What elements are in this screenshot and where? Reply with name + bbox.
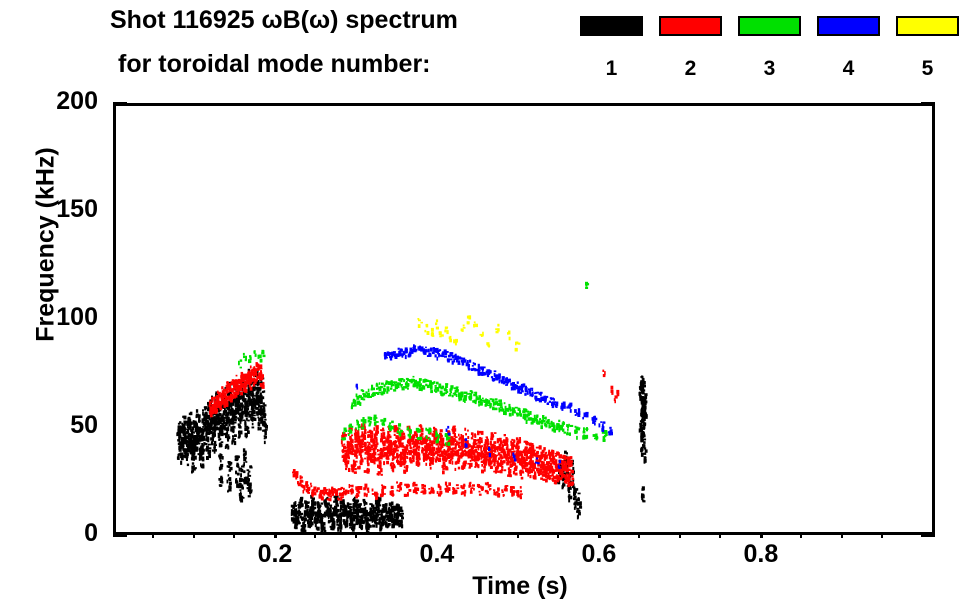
legend-swatch-toroidal-mode-4 [817,16,880,36]
y-tick-label: 0 [84,519,98,547]
y-tick-label: 100 [56,303,98,331]
y-axis-title: Frequency (kHz) [31,147,60,342]
y-tick-label: 200 [56,87,98,115]
legend-label-toroidal-mode-5: 5 [921,57,934,80]
x-tick-label: 0.8 [743,540,779,568]
y-tick-major-right [921,534,935,537]
x-axis-title: Time (s) [472,572,568,600]
series-mode-3 [238,281,608,446]
series-mode-5 [417,315,521,352]
series-mode-2 [208,362,620,502]
legend-label-toroidal-mode-1: 1 [605,57,618,80]
legend-label-toroidal-mode-4: 4 [842,57,855,80]
x-tick-label: 0.6 [581,540,617,568]
chart-title-line-1: Shot 116925 ωB(ω) spectrum [110,6,458,34]
legend-swatch-toroidal-mode-2 [659,16,722,36]
legend-swatch-toroidal-mode-3 [738,16,801,36]
y-tick-major [113,534,127,537]
x-tick-label: 0.2 [257,540,293,568]
chart-title-line-2: for toroidal mode number: [118,50,431,78]
x-tick-label: 0.4 [419,540,455,568]
legend-label-toroidal-mode-3: 3 [763,57,776,80]
plot-area [113,103,935,535]
data-points-layer [176,281,648,532]
y-tick-label: 50 [70,411,98,439]
legend-label-toroidal-mode-2: 2 [684,57,697,80]
y-tick-label: 150 [56,195,98,223]
series-mode-4 [355,344,613,469]
legend-swatch-toroidal-mode-5 [896,16,959,36]
legend-swatch-toroidal-mode-1 [580,16,643,36]
